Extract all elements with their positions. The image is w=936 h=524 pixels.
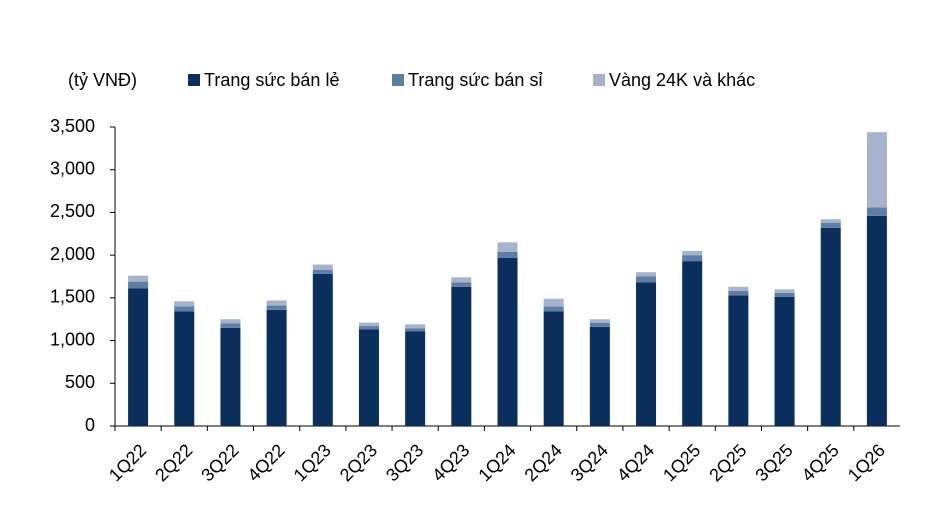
bar-segment	[174, 306, 195, 312]
x-tick-label: 1Q24	[474, 440, 519, 485]
bar-segment	[774, 289, 795, 293]
x-tick-label: 2Q25	[705, 440, 750, 485]
bar-segment	[866, 132, 887, 208]
y-tick-label: 500	[65, 372, 95, 392]
bar-segment	[358, 326, 379, 330]
bar-segment	[220, 327, 241, 426]
bar-segment	[589, 326, 610, 426]
bar-segment	[543, 306, 564, 312]
bar-segment	[728, 295, 749, 426]
x-tick-label: 1Q22	[105, 440, 150, 485]
y-tick-label: 1,500	[50, 287, 95, 307]
bar-segment	[497, 257, 518, 426]
y-tick-label: 1,000	[50, 329, 95, 349]
bar-segment	[728, 286, 749, 292]
legend-label: Trang sức bán sỉ	[408, 70, 542, 90]
bar-segment	[774, 297, 795, 426]
x-tick-label: 3Q23	[382, 440, 427, 485]
bar-segment	[220, 323, 241, 328]
bar-segment	[174, 301, 195, 307]
y-tick-label: 3,500	[50, 116, 95, 136]
bar-segment	[589, 319, 610, 323]
bar-segment	[589, 322, 610, 327]
bar-segment	[405, 331, 426, 426]
bar-segment	[128, 281, 149, 289]
bar-segment	[636, 272, 657, 277]
bar-segment	[451, 282, 472, 287]
bar-segment	[266, 305, 287, 310]
bar-segment	[682, 250, 703, 256]
bar-segment	[820, 219, 841, 223]
x-tick-label: 1Q25	[659, 440, 704, 485]
bar-segment	[405, 328, 426, 332]
y-tick-label: 2,500	[50, 201, 95, 221]
bar-segment	[174, 311, 195, 426]
bar-segment	[451, 277, 472, 283]
bar-segment	[312, 269, 333, 274]
y-axis-label: (tỷ VNĐ)	[68, 70, 137, 90]
x-tick-label: 2Q22	[151, 440, 196, 485]
x-tick-label: 4Q24	[613, 440, 658, 485]
bar-segment	[682, 255, 703, 262]
legend-swatch	[188, 74, 200, 86]
legend-label: Vàng 24K và khác	[609, 70, 755, 90]
bar-segment	[312, 273, 333, 426]
x-tick-label: 3Q22	[197, 440, 242, 485]
x-tick-label: 4Q23	[428, 440, 473, 485]
x-tick-label: 4Q25	[798, 440, 843, 485]
bar-segment	[312, 264, 333, 270]
bar-segment	[728, 291, 749, 296]
legend-label: Trang sức bán lẻ	[204, 70, 339, 90]
x-tick-label: 4Q22	[244, 440, 289, 485]
bar-segment	[866, 215, 887, 426]
x-tick-label: 2Q24	[521, 440, 566, 485]
bar-segment	[497, 251, 518, 258]
x-tick-label: 3Q25	[751, 440, 796, 485]
legend-swatch	[593, 74, 605, 86]
y-tick-label: 2,000	[50, 244, 95, 264]
x-tick-label: 3Q24	[567, 440, 612, 485]
bar-segment	[774, 292, 795, 298]
legend-swatch	[392, 74, 404, 86]
bar-segment	[636, 276, 657, 283]
bar-segment	[358, 329, 379, 426]
bar-segment	[497, 242, 518, 252]
bar-segment	[866, 207, 887, 216]
bar-segment	[820, 227, 841, 426]
bar-segment	[820, 222, 841, 228]
x-tick-label: 2Q23	[336, 440, 381, 485]
bar-segment	[543, 298, 564, 307]
x-tick-label: 1Q23	[290, 440, 335, 485]
bar-segment	[451, 286, 472, 426]
bar-segment	[128, 275, 149, 282]
bar-segment	[220, 319, 241, 324]
bar-segment	[405, 324, 426, 329]
bar-segment	[266, 300, 287, 306]
bar-segment	[543, 311, 564, 426]
y-tick-label: 3,000	[50, 158, 95, 178]
bar-segment	[358, 322, 379, 327]
bar-segment	[636, 282, 657, 426]
x-tick-label: 1Q26	[844, 440, 889, 485]
bar-segment	[266, 309, 287, 426]
bar-segment	[682, 261, 703, 426]
bar-segment	[128, 288, 149, 426]
y-tick-label: 0	[85, 415, 95, 435]
